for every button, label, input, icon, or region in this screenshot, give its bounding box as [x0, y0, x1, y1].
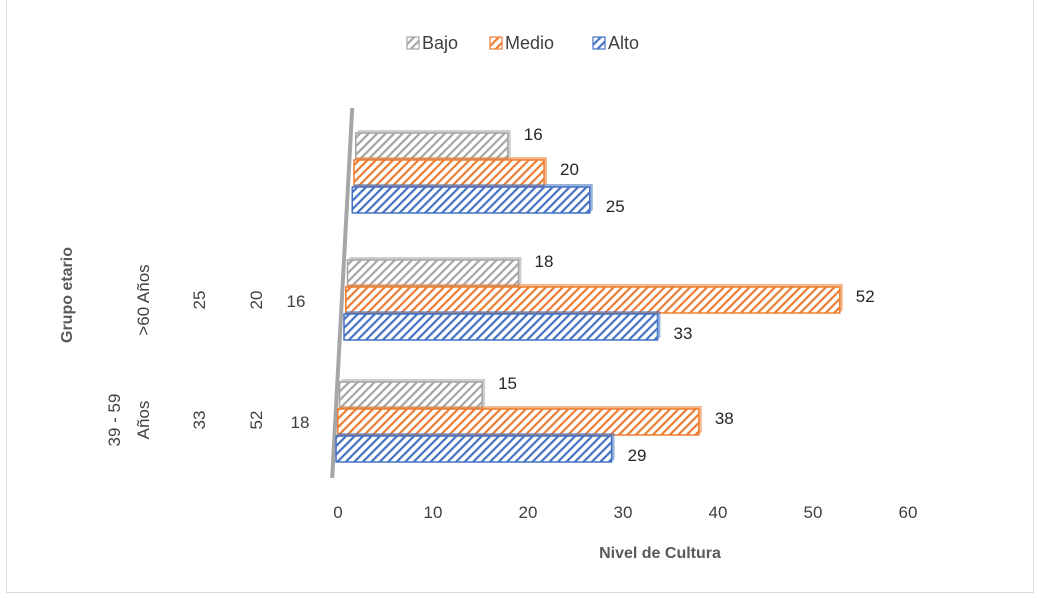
bar-face	[355, 132, 509, 160]
axis-value-18: 18	[291, 413, 310, 432]
category-label-line-1-39-59-a-os: 39 - 59	[105, 394, 124, 447]
x-tick-60: 60	[899, 503, 918, 522]
axis-value-33: 33	[190, 411, 209, 430]
data-label-medio-60-a-os: 52	[856, 287, 875, 306]
y-axis-title: Grupo etario	[59, 247, 76, 343]
axis-value-16: 16	[287, 292, 306, 311]
data-label-bajo-60-a-os: 18	[535, 252, 554, 271]
bar-face	[345, 286, 841, 314]
legend-item-alto: Alto	[592, 33, 639, 53]
data-labels: 15 38 29 18 52 33 16 20 25	[498, 125, 875, 465]
category-axis-wall	[330, 107, 355, 479]
x-tick-20: 20	[519, 503, 538, 522]
x-axis-ticks: 0 10 20 30 40 50 60	[333, 503, 917, 522]
bars	[335, 130, 843, 463]
bar-face	[337, 408, 700, 436]
bar-face	[353, 159, 545, 187]
data-label-alto-60-a-os: 33	[673, 324, 692, 343]
legend-swatch-alto	[592, 36, 606, 50]
bar-alto-60-a-os	[343, 311, 661, 341]
bar-face	[338, 381, 483, 409]
legend-item-bajo: Bajo	[406, 33, 458, 53]
legend-swatch-bajo	[406, 36, 420, 50]
bar-medio-blank	[353, 157, 548, 187]
data-label-medio-blank: 20	[560, 160, 579, 179]
category-axis-line	[330, 107, 355, 479]
x-tick-30: 30	[614, 503, 633, 522]
data-label-alto-39-59-a-os: 29	[628, 446, 647, 465]
bar-face	[343, 313, 659, 341]
bar-face	[335, 435, 613, 463]
data-label-bajo-39-59-a-os: 15	[498, 374, 517, 393]
bar-bajo-blank	[355, 130, 511, 160]
legend-label-alto: Alto	[608, 33, 639, 53]
data-label-alto-blank: 25	[606, 197, 625, 216]
legend-label-medio: Medio	[505, 33, 554, 53]
axis-value-25: 25	[190, 291, 209, 310]
axis-value-52: 52	[247, 411, 266, 430]
x-tick-40: 40	[709, 503, 728, 522]
bar-bajo-60-a-os	[346, 257, 522, 287]
legend-label-bajo: Bajo	[422, 33, 458, 53]
x-axis-title: Nivel de Cultura	[599, 545, 721, 562]
bar-medio-39-59-a-os	[337, 406, 702, 436]
bar-medio-60-a-os	[345, 284, 843, 314]
data-label-bajo-blank: 16	[524, 125, 543, 144]
bar-alto-39-59-a-os	[335, 433, 615, 463]
legend-item-medio: Medio	[489, 33, 554, 53]
bar-face	[351, 186, 591, 214]
x-tick-10: 10	[424, 503, 443, 522]
category-label-60-a-os: >60 Años	[134, 264, 153, 335]
legend: Bajo Medio Alto	[406, 33, 639, 53]
x-tick-50: 50	[804, 503, 823, 522]
bar-face	[346, 259, 520, 287]
axis-value-20: 20	[247, 291, 266, 310]
category-label-line-2-39-59-a-os: Años	[134, 401, 153, 440]
bar-bajo-39-59-a-os	[338, 379, 486, 409]
legend-swatch-medio	[489, 36, 503, 50]
data-label-medio-39-59-a-os: 38	[715, 409, 734, 428]
bar-alto-blank	[351, 184, 593, 214]
x-tick-0: 0	[333, 503, 342, 522]
category-labels: 39 - 59 Años >60 Años 33 52 18 25 20 16	[105, 264, 309, 446]
